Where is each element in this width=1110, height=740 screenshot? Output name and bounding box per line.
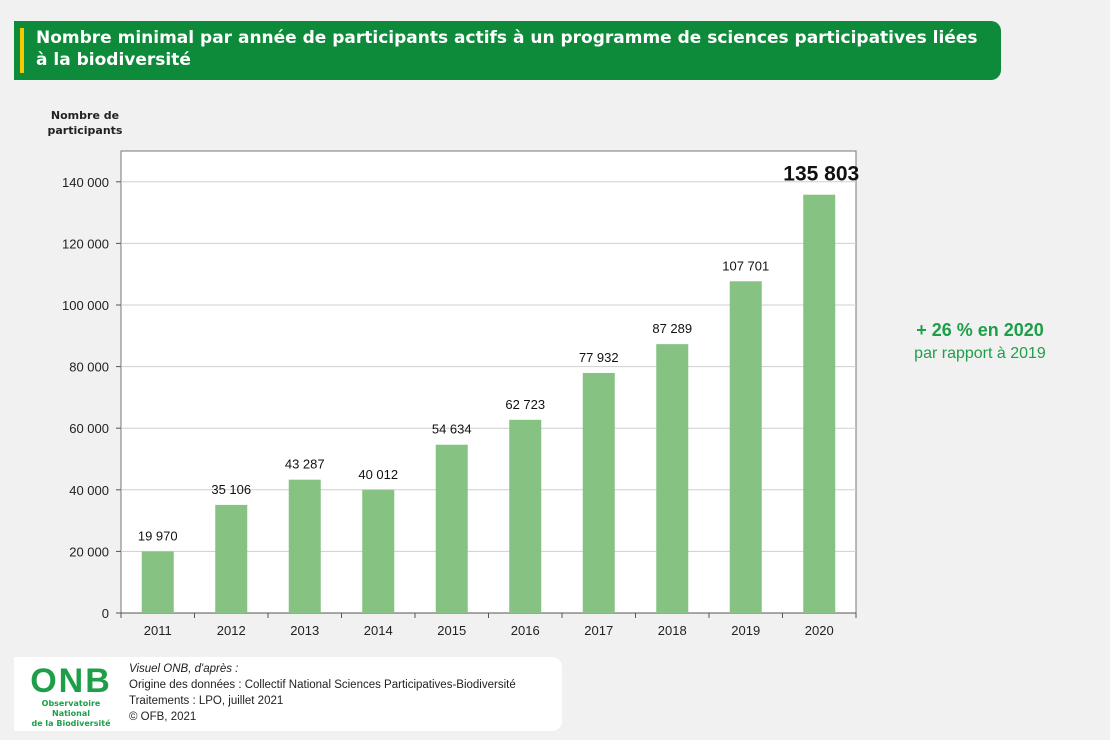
bar-2020 (803, 194, 836, 614)
bar-2012 (215, 504, 248, 613)
y-tick-label: 140 000 (62, 175, 109, 190)
x-tick-label: 2015 (437, 623, 466, 638)
growth-annotation-sub: par rapport à 2019 (914, 345, 1046, 362)
logo-line-1: Observatoire National (41, 699, 101, 718)
y-tick-label: 80 000 (69, 360, 109, 375)
logo-line-2: de la Biodiversité (31, 719, 111, 728)
source-intro: Visuel ONB, d'après : (129, 663, 239, 675)
bar-2014 (362, 489, 395, 613)
bar-2015 (435, 444, 468, 613)
source-text: Visuel ONB, d'après : Origine des donnée… (129, 661, 516, 725)
y-tick-label: 40 000 (69, 483, 109, 498)
bar-2013 (288, 479, 321, 613)
data-label-2020: 135 803 (783, 163, 859, 186)
title-accent (20, 28, 24, 73)
y-tick-label: 120 000 (62, 236, 109, 251)
x-tick-label: 2012 (217, 623, 246, 638)
title-bar: Nombre minimal par année de participants… (14, 21, 1001, 80)
data-label-2018: 87 289 (652, 321, 692, 336)
bar-2017 (582, 372, 615, 613)
source-data: Origine des données : Collectif National… (129, 679, 516, 691)
data-label-2016: 62 723 (505, 397, 545, 412)
data-label-2015: 54 634 (432, 422, 472, 437)
bar-2016 (509, 419, 542, 613)
data-label-2012: 35 106 (211, 482, 251, 497)
copyright: © OFB, 2021 (129, 711, 197, 723)
x-tick-label: 2018 (658, 623, 687, 638)
x-tick-label: 2013 (290, 623, 319, 638)
x-tick-label: 2017 (584, 623, 613, 638)
source-processing: Traitements : LPO, juillet 2021 (129, 695, 284, 707)
x-tick-label: 2011 (144, 623, 172, 638)
data-label-2014: 40 012 (358, 467, 398, 482)
growth-annotation-main: + 26 % en 2020 (916, 320, 1044, 340)
data-label-2017: 77 932 (579, 350, 619, 365)
onb-logo: ONB Observatoire National de la Biodiver… (28, 663, 114, 729)
y-axis-title: Nombre de participants (47, 109, 123, 137)
bar-2011 (141, 551, 174, 613)
page-title: Nombre minimal par année de participants… (36, 28, 978, 70)
y-tick-label: 60 000 (69, 421, 109, 436)
x-tick-label: 2020 (805, 623, 834, 638)
data-label-2013: 43 287 (285, 457, 325, 472)
y-tick-label: 0 (102, 606, 109, 621)
y-tick-label: 100 000 (62, 298, 109, 313)
bar-2019 (729, 281, 762, 613)
logo-text: ONB (30, 662, 112, 700)
x-tick-label: 2016 (511, 623, 540, 638)
data-label-2011: 19 970 (138, 528, 178, 543)
x-tick-label: 2014 (364, 623, 393, 638)
bar-2018 (656, 344, 689, 613)
footer-source: ONB Observatoire National de la Biodiver… (14, 657, 562, 731)
growth-annotation: + 26 % en 2020 par rapport à 2019 (880, 320, 1080, 363)
data-label-2019: 107 701 (722, 258, 769, 273)
x-tick-label: 2019 (731, 623, 760, 638)
y-tick-label: 20 000 (69, 544, 109, 559)
